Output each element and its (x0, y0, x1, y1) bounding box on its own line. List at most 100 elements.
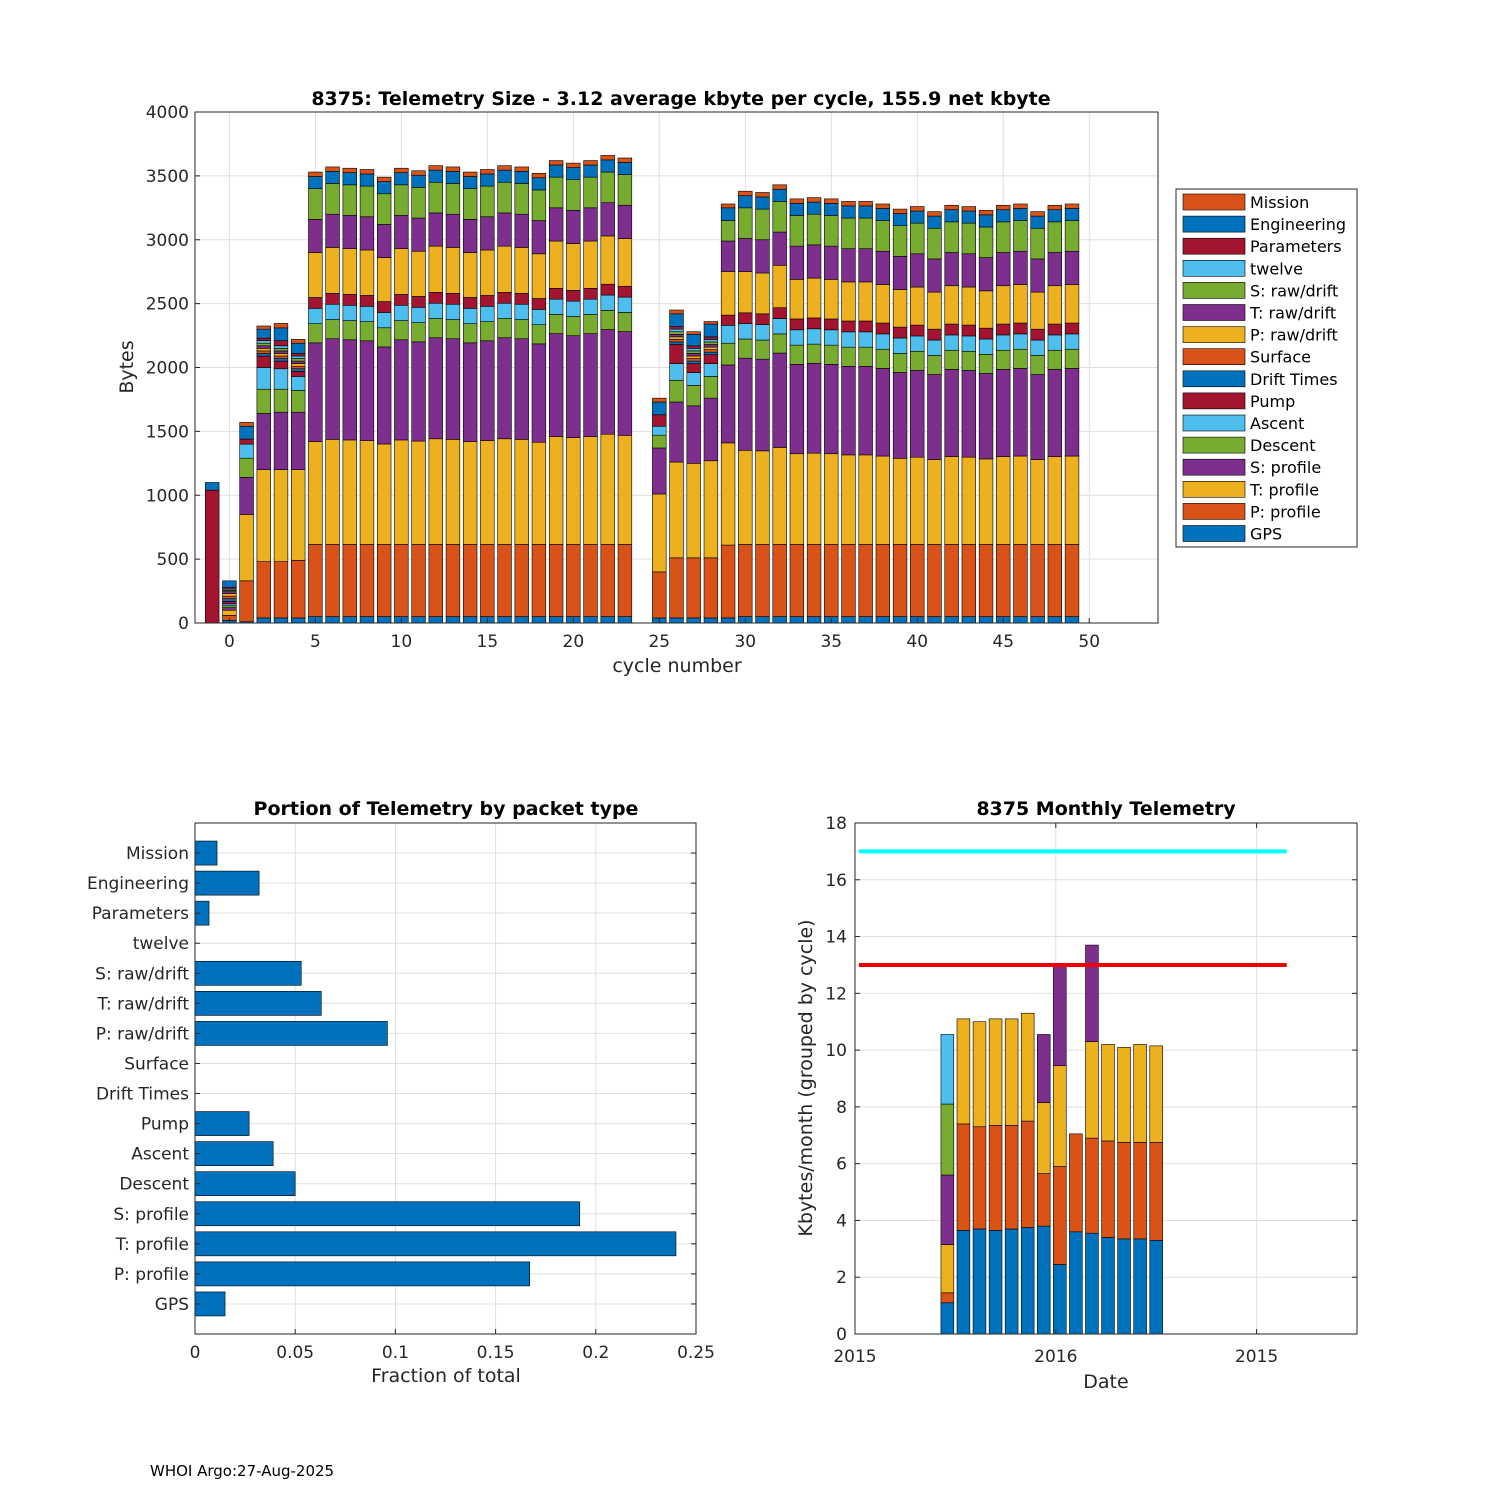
bar-cycle-11-s-profile (411, 341, 426, 442)
bar-cycle-49-s-profile (1064, 368, 1080, 457)
bar-cycle-11-t-raw-drift (411, 217, 426, 252)
bar-cycle-18-t-profile (531, 441, 547, 545)
bar-cycle-38-p-profile (875, 544, 891, 617)
bar-cycle-22-p-raw-drift (600, 235, 615, 285)
bar-cycle-31-engineering (755, 196, 770, 210)
bar-ascent (194, 1141, 274, 1166)
bar-cycle-27-twelve (686, 348, 701, 352)
bar-cycle-46-p-profile (1013, 544, 1028, 617)
bar-cycle-35-s-profile (824, 364, 839, 455)
bar-cycle-11-pump (411, 296, 426, 308)
bar-cycle-28-s-raw-drift (703, 341, 719, 345)
bar-cycle-33-s-raw-drift (789, 215, 805, 247)
bar-cycle-13-gps (445, 616, 461, 624)
month-bar-5-segment-1 (1020, 1120, 1035, 1228)
bar-cycle-33-gps (789, 616, 805, 624)
bar-cycle-39-p-raw-drift (892, 289, 908, 328)
bar-cycle-30-s-profile (738, 357, 753, 451)
bar-cycle-10-engineering (394, 172, 409, 186)
legend-label-p-raw-drift: P: raw/drift (1250, 326, 1338, 345)
legend-label-p-profile: P: profile (1250, 502, 1321, 521)
y-tick-label: 4000 (146, 103, 189, 123)
bar-cycle-16-s-raw-drift (497, 181, 512, 214)
bar-cycle-47-t-profile (1030, 459, 1045, 545)
bar-cycle-37-mission (858, 201, 873, 207)
bar-cycle-30-t-raw-drift (738, 238, 753, 272)
bar-cycle-18-s-profile (531, 343, 547, 443)
bar-cycle-34-t-raw-drift (806, 244, 822, 279)
category-label-mission: Mission (126, 844, 189, 864)
bar-cycle-36-t-raw-drift (841, 248, 856, 283)
bar-cycle-19-t-profile (548, 436, 564, 545)
bar-cycle-35-p-profile (824, 544, 839, 617)
bar-cycle-12-mission (428, 165, 443, 171)
bar-cycle-10-s-profile (394, 339, 409, 441)
y-tick-label: 1000 (146, 486, 189, 506)
bar-cycle-44-ascent (978, 338, 994, 355)
bar-cycle-9-t-profile (376, 443, 392, 545)
month-bar-10-segment-0 (1101, 1237, 1115, 1335)
bar-cycle-14-p-raw-drift (462, 252, 478, 298)
bar-cycle-41-p-profile (927, 544, 942, 617)
bar-cycle-41-mission (927, 211, 942, 217)
bar-cycle-41-p-raw-drift (927, 291, 942, 330)
bar-cycle-32-gps (772, 616, 787, 624)
bar-cycle-4-twelve (290, 355, 306, 359)
bar-cycle-36-p-raw-drift (841, 281, 856, 322)
bar-cycle-37-gps (858, 616, 873, 624)
bar-cycle-43-descent (961, 350, 977, 371)
legend-swatch-gps (1182, 525, 1246, 542)
bar-cycle-10-mission (394, 167, 409, 173)
bar-cycle-4-surface (290, 365, 306, 370)
bar-cycle-36-mission (841, 201, 856, 207)
portion-category-labels: Mission Engineering Parameters twelve S: raw… (87, 844, 696, 1315)
bar-cycle-33-p-raw-drift (789, 279, 805, 320)
bar-cycle-22-mission (600, 155, 615, 161)
bar-cycle-31-t-profile (755, 450, 770, 545)
bar-cycle-42-p-raw-drift (944, 285, 959, 325)
bar-cycle-33-t-profile (789, 453, 805, 545)
bar-cycle-15-p-raw-drift (480, 249, 495, 296)
month-bar-0-segment-4 (940, 1103, 955, 1176)
bar-cycle-3-t-raw-drift (273, 350, 289, 354)
bar-cycle-11-gps (411, 616, 426, 624)
bar-cycle-1-ascent (239, 443, 254, 459)
bar-cycle-7-descent (342, 320, 357, 341)
bar-cycle-12-s-raw-drift (428, 181, 443, 214)
month-bar-12-segment-1 (1133, 1142, 1147, 1240)
bar-cycle-31-p-profile (755, 544, 770, 617)
bar-cycle-20-pump (566, 290, 581, 302)
bar-cycle-32-t-raw-drift (772, 231, 787, 266)
bar-cycle-14-engineering (462, 176, 478, 189)
bar-cycle-43-ascent (961, 335, 977, 352)
bar-cycle-1-t-profile (239, 514, 254, 582)
bar-cycle-45-engineering (996, 209, 1011, 223)
bar-cycle-41-descent (927, 355, 942, 375)
legend-label-gps: GPS (1250, 525, 1282, 544)
bar-cycle-22-t-profile (600, 433, 615, 545)
monthly-x-label: Date (1083, 1371, 1128, 1393)
bar-cycle-25-ascent (652, 425, 667, 436)
bar-cycle-46-t-raw-drift (1013, 250, 1028, 285)
bar-cycle-27-s-raw-drift (686, 350, 701, 354)
bar-cycle-38-p-raw-drift (875, 284, 891, 324)
bar-cycle-27-surface (686, 358, 701, 362)
bar-cycle-17-s-raw-drift (514, 183, 529, 215)
portion-x-ticks: 0 0.05 0.1 0.15 0.2 0.25 (190, 1329, 715, 1363)
bar-cycle-10-s-raw-drift (394, 184, 409, 216)
bar-cycle-27-s-profile (686, 405, 701, 464)
telemetry-size-x-label: cycle number (612, 655, 741, 677)
bar-cycle-9-mission (376, 176, 392, 182)
bar-cycle-21-pump (583, 287, 598, 300)
bar-cycle-21-engineering (583, 164, 598, 178)
bar-cycle-44-pump (978, 327, 994, 340)
bar-cycle-49-gps (1064, 616, 1080, 624)
bar-cycle-41-s-raw-drift (927, 227, 942, 260)
bar-cycle-21-mission (583, 160, 598, 166)
month-bar-10-segment-2 (1101, 1044, 1115, 1142)
bar-cycle-4-engineering (290, 342, 306, 354)
bar-cycle-9-p-profile (376, 544, 392, 617)
bar-cycle-20-p-raw-drift (566, 243, 581, 291)
bar-cycle-16-s-profile (497, 337, 512, 440)
bar-cycle-23-t-profile (617, 435, 633, 545)
